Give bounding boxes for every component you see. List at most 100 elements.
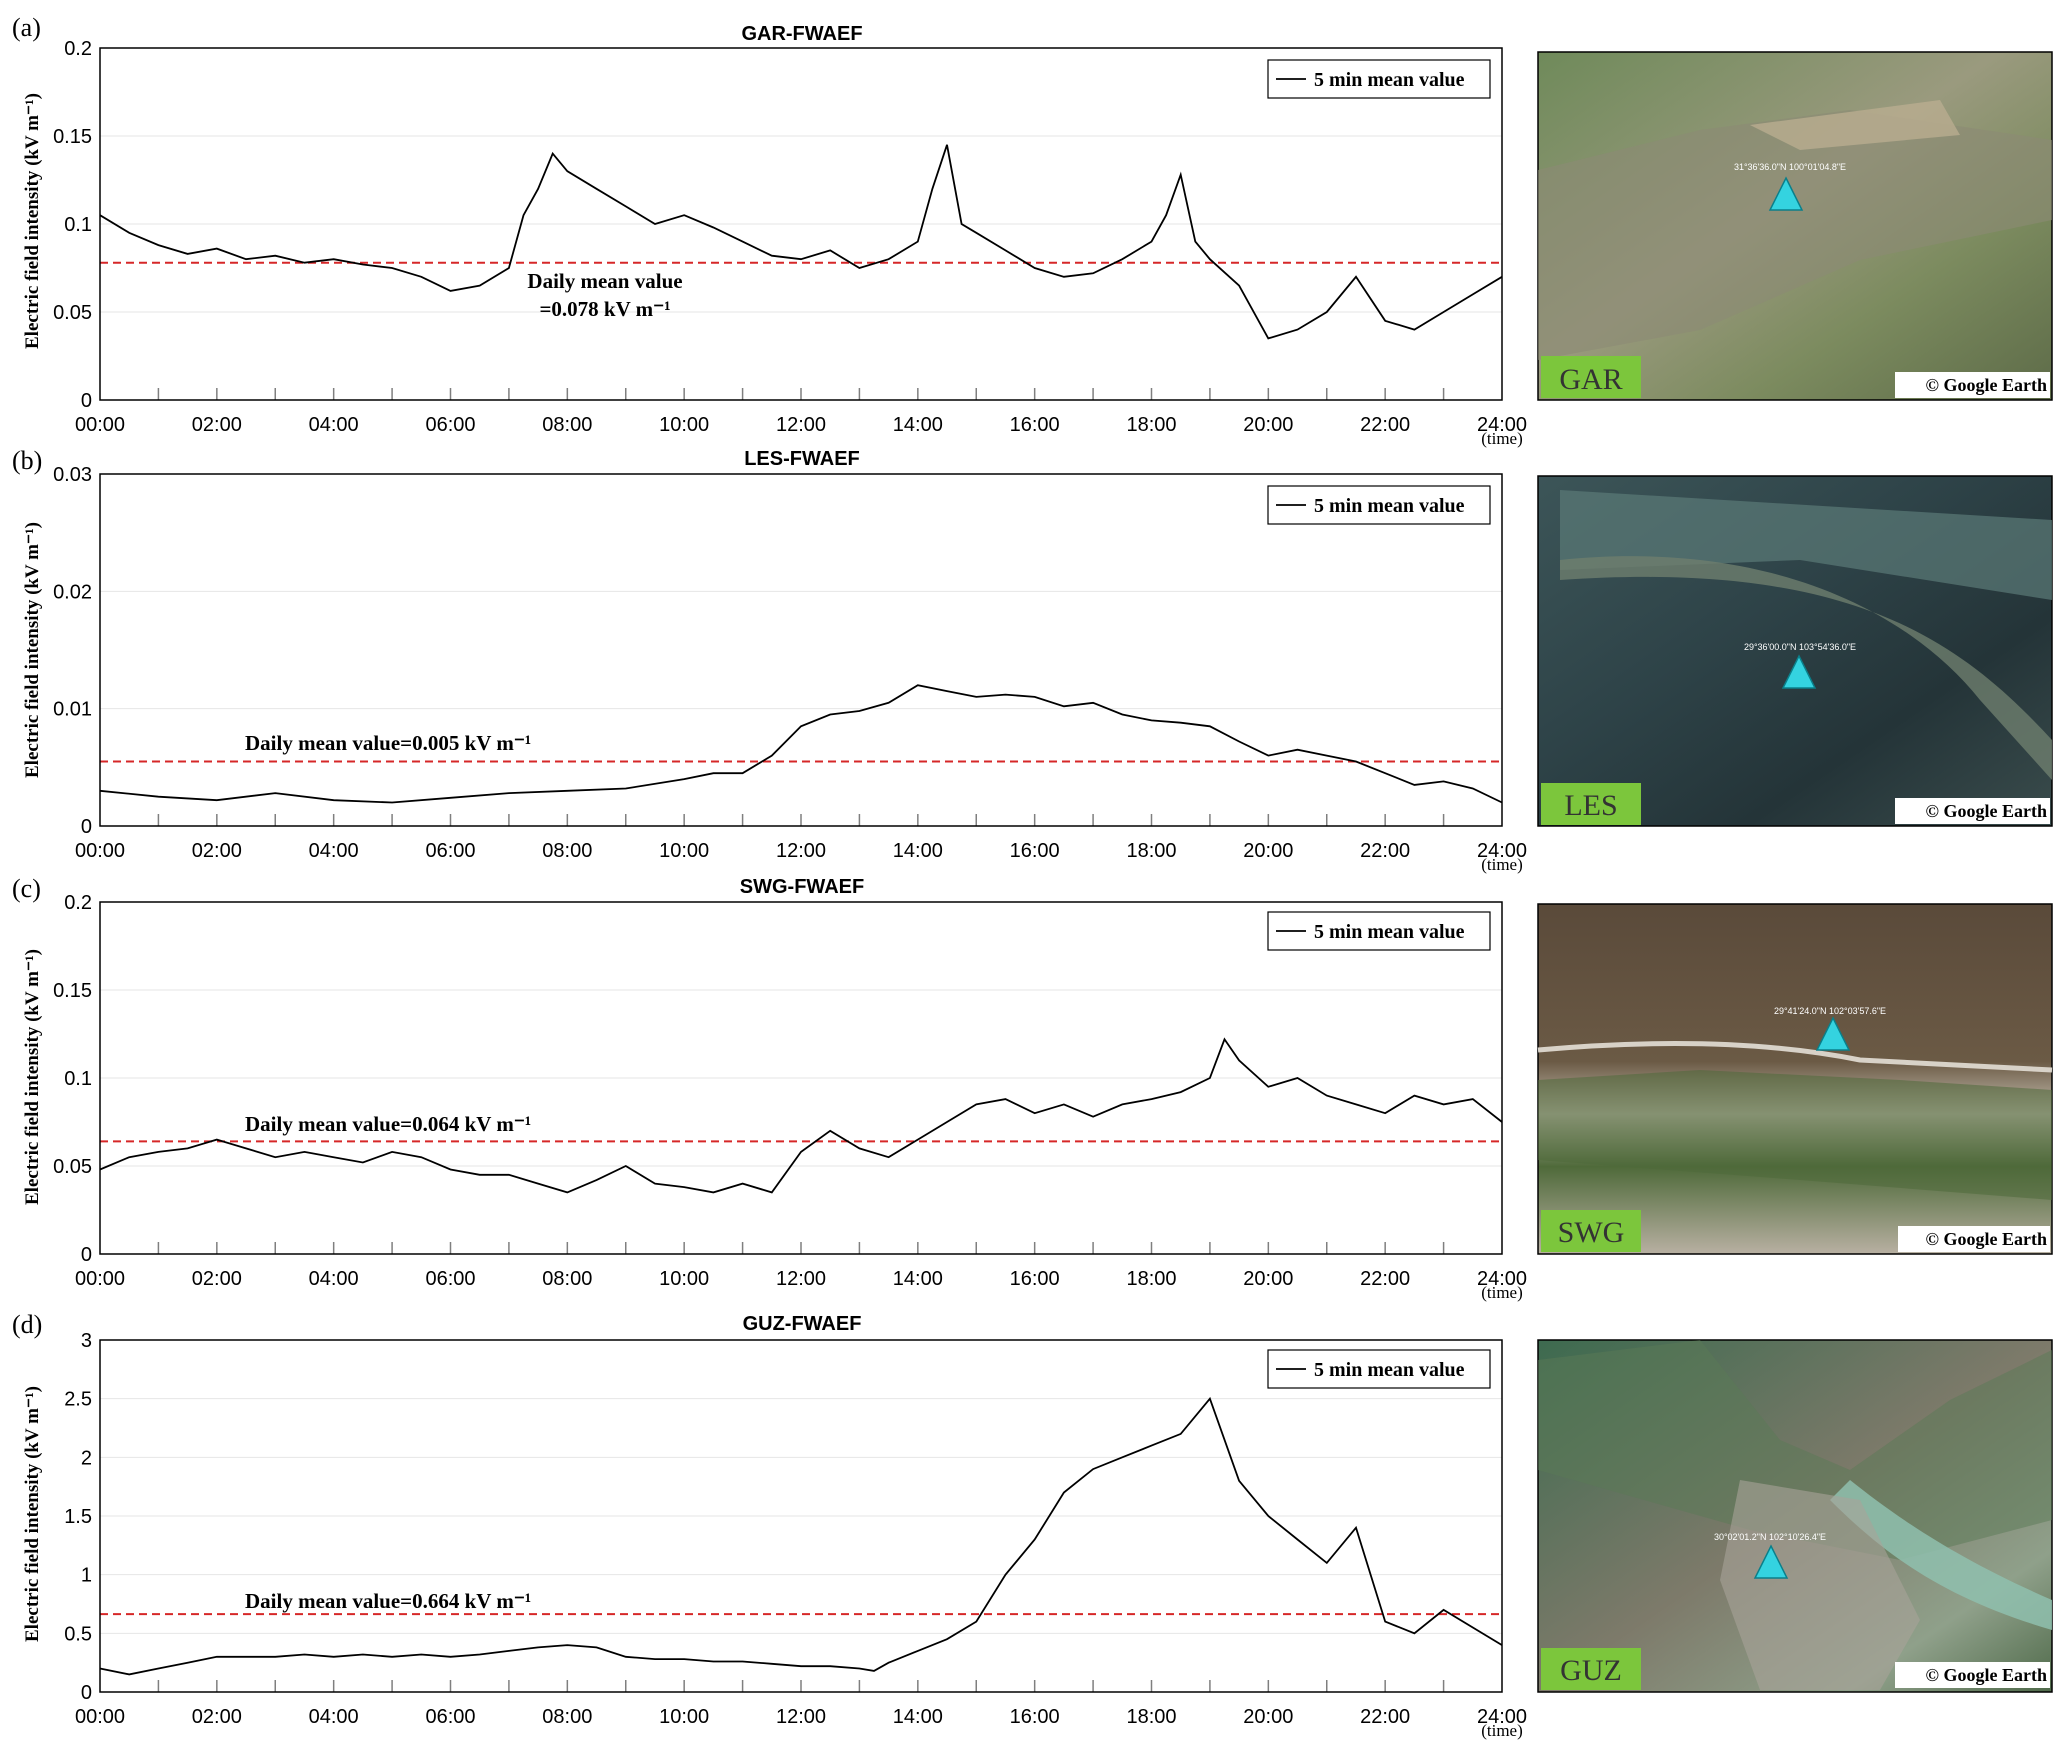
legend-label: 5 min mean value	[1314, 495, 1465, 517]
y-ticks: 0 0.05 0.1 0.15 0.2	[53, 38, 92, 412]
y-axis-label-text: Electric field intensity (kV m⁻¹)	[22, 522, 43, 778]
x-unit-label: (time)	[1481, 1283, 1523, 1302]
x-tick-label: 18:00	[1126, 414, 1176, 436]
x-tick-label: 02:00	[192, 414, 242, 436]
x-tick-label: 18:00	[1126, 1706, 1176, 1728]
x-tick-label: 14:00	[893, 414, 943, 436]
x-tick-label: 08:00	[542, 414, 592, 436]
plot-frame	[99, 47, 1503, 401]
series-line	[99, 1396, 1503, 1676]
photo-river	[1560, 556, 2052, 780]
legend-label: 5 min mean value	[1314, 1359, 1465, 1381]
x-tick-label: 00:00	[75, 1706, 125, 1728]
y-tick-label: 1	[81, 1565, 92, 1587]
legend: 5 min mean value	[1267, 59, 1491, 99]
y-tick-label: 0.05	[53, 302, 92, 324]
y-tick-label: 2.5	[64, 1389, 92, 1411]
y-tick-label: 0.5	[64, 1623, 92, 1645]
panel-label: (b)	[12, 446, 42, 475]
y-tick-label: 0.1	[64, 214, 92, 236]
chart-title: LES-FWAEF	[744, 448, 860, 470]
plot-area	[100, 474, 1502, 826]
photo-road	[1537, 1040, 2053, 1073]
x-tick-label: 14:00	[893, 1706, 943, 1728]
x-tick-label: 24:00	[1477, 1268, 1527, 1290]
y-tick-label: 0	[81, 816, 92, 838]
y-tick-label: 2	[81, 1447, 92, 1469]
series-line	[99, 1037, 1503, 1194]
x-unit-label: (time)	[1481, 1721, 1523, 1740]
x-tick-label: 20:00	[1243, 1706, 1293, 1728]
site-coordinates: 30°02'01.2"N 102°10'26.4"E	[1714, 1532, 1826, 1542]
x-tick-label: 04:00	[309, 840, 359, 862]
y-axis-label-text: Electric field intensity (kV m⁻¹)	[22, 1386, 43, 1642]
y-tick-label: 0	[81, 1244, 92, 1266]
site-photo: 30°02'01.2"N 102°10'26.4"E GUZ © Google …	[1537, 1339, 2053, 1693]
chart-panel-swg: (c) SWG-FWAEF Electric field intensity (…	[12, 874, 2053, 1302]
photo-slope	[1538, 1070, 2052, 1200]
x-tick-label: 04:00	[309, 1268, 359, 1290]
x-tick-label: 20:00	[1243, 840, 1293, 862]
y-tick-label: 0.05	[53, 1156, 92, 1178]
x-tick-label: 12:00	[776, 414, 826, 436]
x-tick-label: 06:00	[425, 840, 475, 862]
x-tick-label: 00:00	[75, 1268, 125, 1290]
photo-river	[1560, 490, 2052, 600]
x-tick-label: 06:00	[425, 1268, 475, 1290]
x-tick-label: 10:00	[659, 1268, 709, 1290]
y-tick-label: 0	[81, 1682, 92, 1704]
photo-terrain	[1750, 100, 1960, 150]
photo-credit: © Google Earth	[1926, 1229, 2047, 1249]
chart-panel-les: (b) LES-FWAEF Electric field intensity (…	[12, 446, 2053, 874]
site-tag-box	[1541, 356, 1641, 398]
x-tick-label: 24:00	[1477, 840, 1527, 862]
y-axis-label: Electric field intensity (kV m⁻¹)	[22, 522, 43, 778]
site-tag: GAR	[1559, 363, 1622, 396]
x-tick-label: 02:00	[192, 840, 242, 862]
site-marker-icon	[1768, 176, 1804, 211]
site-marker-icon	[1781, 654, 1817, 689]
annotation-line-1: Daily mean value=0.064 kV m⁻¹	[245, 1112, 531, 1136]
site-coordinates: 29°41'24.0"N 102°03'57.6"E	[1774, 1006, 1886, 1016]
chart-title: SWG-FWAEF	[740, 876, 864, 898]
y-tick-label: 0.15	[53, 980, 92, 1002]
x-tick-label: 02:00	[192, 1706, 242, 1728]
x-ticks: 00:00 02:00 04:00 06:00 08:00 10:00 12:00 14:00…	[75, 1680, 1527, 1728]
y-tick-label: 0.2	[64, 38, 92, 60]
annotation-line-1: Daily mean value	[527, 269, 682, 293]
y-axis-label-text: Electric field intensity (kV m⁻¹)	[22, 949, 43, 1205]
y-ticks: 0 0.05 0.1 0.15 0.2	[53, 892, 92, 1266]
x-tick-label: 12:00	[776, 1268, 826, 1290]
chart-title: GUZ-FWAEF	[743, 1313, 862, 1335]
plot-frame	[99, 901, 1503, 1255]
y-tick-label: 3	[81, 1330, 92, 1352]
site-photo: 29°41'24.0"N 102°03'57.6"E SWG © Google …	[1537, 903, 2053, 1255]
x-tick-label: 00:00	[75, 840, 125, 862]
x-tick-label: 06:00	[425, 1706, 475, 1728]
site-marker-icon	[1815, 1016, 1851, 1051]
x-tick-label: 04:00	[309, 414, 359, 436]
annotation-line-2: =0.078 kV m⁻¹	[539, 297, 670, 321]
site-tag: LES	[1564, 789, 1617, 822]
photo-credit: © Google Earth	[1926, 1665, 2047, 1685]
chart-title: GAR-FWAEF	[741, 23, 862, 45]
site-tag-box	[1541, 783, 1641, 825]
x-tick-label: 10:00	[659, 840, 709, 862]
legend: 5 min mean value	[1267, 911, 1491, 951]
series-line	[99, 144, 1503, 340]
x-tick-label: 22:00	[1360, 414, 1410, 436]
x-ticks: 00:00 02:00 04:00 06:00 08:00 10:00 12:00 14:00…	[75, 1242, 1527, 1290]
site-tag: GUZ	[1560, 1654, 1622, 1687]
x-tick-label: 12:00	[776, 840, 826, 862]
site-tag-box	[1541, 1648, 1641, 1690]
x-tick-label: 22:00	[1360, 1268, 1410, 1290]
series-line	[99, 684, 1503, 804]
chart-panel-gar: (a) GAR-FWAEF Electric field intensity (…	[12, 13, 2053, 448]
legend-label: 5 min mean value	[1314, 921, 1465, 943]
site-tag: SWG	[1558, 1216, 1625, 1249]
x-tick-label: 24:00	[1477, 1706, 1527, 1728]
x-tick-label: 20:00	[1243, 414, 1293, 436]
panel-label: (c)	[12, 874, 41, 903]
photo-town	[1720, 1480, 1920, 1690]
